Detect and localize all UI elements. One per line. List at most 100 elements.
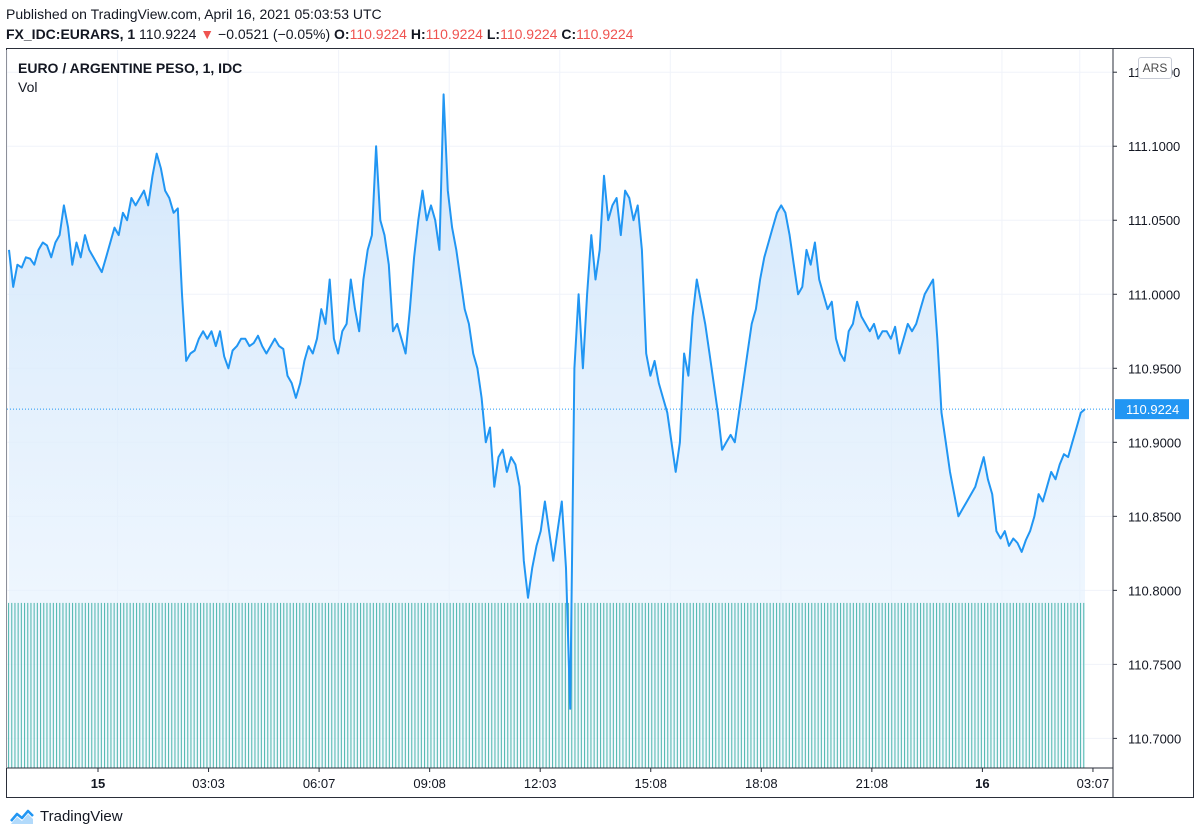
volume-bar <box>676 602 678 768</box>
volume-bar <box>718 602 720 768</box>
volume-bar <box>302 602 304 768</box>
volume-bar <box>148 602 150 768</box>
volume-bar <box>91 602 93 768</box>
volume-bar <box>856 602 858 768</box>
volume-bar <box>452 602 454 768</box>
volume-bar <box>875 602 877 768</box>
volume-bar <box>728 602 730 768</box>
volume-bar <box>756 602 758 768</box>
volume-bar <box>660 602 662 768</box>
volume-bar <box>446 602 448 768</box>
volume-bar <box>619 602 621 768</box>
volume-bar <box>696 602 698 768</box>
volume-bar <box>862 602 864 768</box>
volume-bar <box>257 602 259 768</box>
volume-bar <box>436 602 438 768</box>
volume-bar <box>433 602 435 768</box>
volume-bar <box>942 602 944 768</box>
volume-bar <box>248 602 250 768</box>
volume-bar <box>776 602 778 768</box>
down-arrow-icon: ▼ <box>200 26 215 42</box>
volume-bar <box>238 602 240 768</box>
volume-bar <box>606 602 608 768</box>
y-tick-label: 110.7000 <box>1128 731 1181 746</box>
y-tick-label: 110.8500 <box>1128 509 1181 524</box>
volume-bar <box>635 602 637 768</box>
volume-bar <box>1003 602 1005 768</box>
volume-bar <box>731 602 733 768</box>
volume-bar <box>484 602 486 768</box>
volume-bar <box>81 602 83 768</box>
volume-bar <box>292 602 294 768</box>
volume-bar <box>136 602 138 768</box>
volume-bar <box>388 602 390 768</box>
volume-bar <box>814 602 816 768</box>
volume-bar <box>168 602 170 768</box>
volume-bar <box>760 602 762 768</box>
volume-bar <box>689 602 691 768</box>
volume-bar <box>699 602 701 768</box>
last-price: 110.9224 <box>139 26 197 42</box>
volume-bar <box>350 602 352 768</box>
volume-bar <box>30 602 32 768</box>
volume-bar <box>1060 602 1062 768</box>
volume-bar <box>193 602 195 768</box>
currency-button[interactable]: ARS <box>1138 57 1172 79</box>
volume-bar <box>510 602 512 768</box>
volume-bar <box>824 602 826 768</box>
volume-bar <box>360 602 362 768</box>
volume-bar <box>808 602 810 768</box>
volume-bar <box>520 602 522 768</box>
volume-bar <box>420 602 422 768</box>
volume-bar <box>523 602 525 768</box>
volume-bar <box>712 602 714 768</box>
volume-bar <box>782 602 784 768</box>
volume-bar <box>254 602 256 768</box>
volume-bar <box>491 602 493 768</box>
volume-bar <box>398 602 400 768</box>
volume-bar <box>504 602 506 768</box>
volume-bar <box>686 602 688 768</box>
volume-bar <box>78 602 80 768</box>
volume-bar <box>801 602 803 768</box>
y-tick-label: 110.7500 <box>1128 657 1181 672</box>
volume-label: Vol <box>18 79 38 95</box>
volume-bar <box>132 602 134 768</box>
volume-bar <box>894 602 896 768</box>
volume-bar <box>657 602 659 768</box>
volume-bar <box>427 602 429 768</box>
low-value: 110.9224 <box>500 26 558 42</box>
price-line <box>8 93 1086 710</box>
volume-bar <box>574 602 576 768</box>
volume-bar <box>225 602 227 768</box>
volume-bar <box>264 602 266 768</box>
volume-bar <box>577 602 579 768</box>
volume-bar <box>548 602 550 768</box>
volume-bar <box>724 602 726 768</box>
volume-bar <box>792 602 794 768</box>
chart-title: EURO / ARGENTINE PESO, 1, IDC <box>18 60 243 76</box>
volume-bar <box>161 602 163 768</box>
volume-bar <box>344 602 346 768</box>
volume-bar <box>404 602 406 768</box>
volume-bar <box>331 602 333 768</box>
volume-bar <box>68 602 70 768</box>
volume-bar <box>376 602 378 768</box>
volume-bar <box>171 602 173 768</box>
volume-bar <box>561 602 563 768</box>
volume-bar <box>206 602 208 768</box>
volume-bar <box>750 602 752 768</box>
volume-bar <box>507 602 509 768</box>
volume-bar <box>94 602 96 768</box>
volume-bar <box>913 602 915 768</box>
volume-bar <box>46 602 48 768</box>
volume-bar <box>107 602 109 768</box>
volume-bar <box>260 602 262 768</box>
x-tick-label: 03:07 <box>1077 776 1110 791</box>
volume-bar <box>971 602 973 768</box>
footer-brand[interactable]: TradingView <box>10 808 123 825</box>
volume-bar <box>1051 602 1053 768</box>
volume-bar <box>612 602 614 768</box>
volume-bar <box>129 602 131 768</box>
